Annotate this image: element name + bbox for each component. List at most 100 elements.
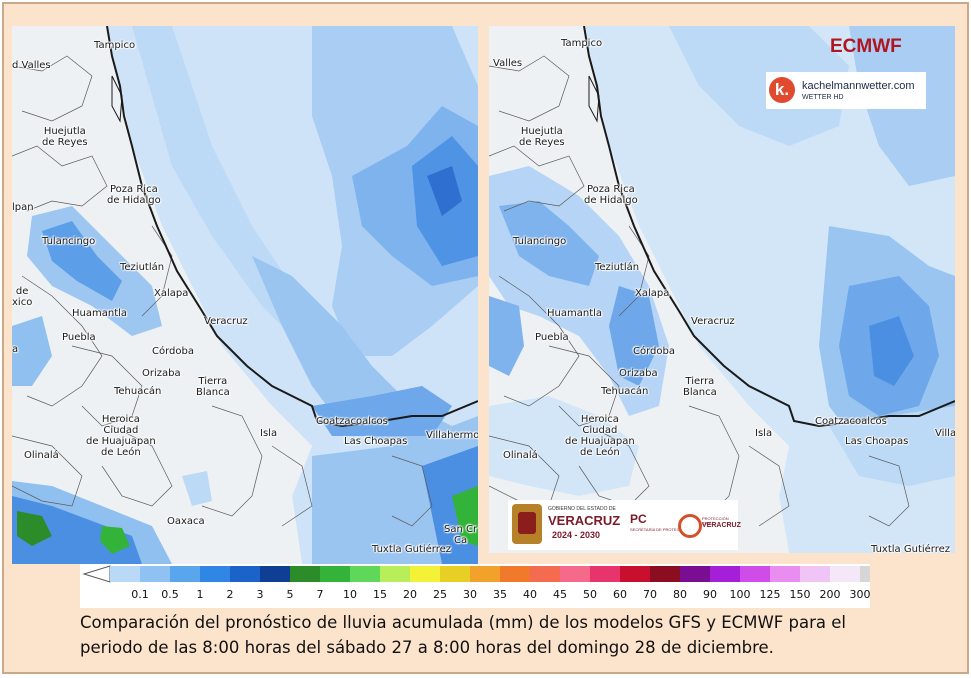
city-label-line: Poza Rica (110, 184, 158, 195)
city-label: Oaxaca (167, 516, 205, 527)
city-label-line: de Reyes (519, 137, 565, 148)
city-label: Poza Rica de Hidalgo (107, 184, 161, 206)
city-label-line: Heroica (580, 414, 619, 425)
legend-tick-label: 10 (343, 588, 357, 601)
gov-state-name: VERACRUZ (548, 513, 621, 528)
city-label: Las Choapas (344, 436, 407, 447)
legend-tick-label: 150 (789, 588, 811, 601)
city-label: Córdoba (152, 346, 194, 357)
city-label-line: de Hidalgo (107, 195, 161, 206)
city-label: Las Choapas (845, 436, 908, 447)
city-label-line: Teziutlán (120, 262, 165, 273)
ecmwf-rain-map: Tampico Valles Huejutla de Reyes Poza Rica de… (489, 26, 955, 553)
legend-swatch (800, 566, 830, 582)
city-label-line: Las Choapas (344, 436, 408, 447)
legend-swatch (500, 566, 530, 582)
legend-tick-label: 3 (256, 588, 264, 601)
city-label-line: Isla (260, 428, 278, 439)
city-label: Xalapa (635, 288, 669, 299)
city-label-line: Tierra (198, 376, 228, 387)
city-label-line: de Reyes (42, 137, 88, 148)
kachelmann-badge-icon: k. (769, 77, 795, 103)
city-label-line: Veracruz (204, 316, 248, 327)
city-label: Tuxtla Gutiérrez (871, 544, 950, 553)
pc-sub: SECRETARÍA DE PROTECCIÓN CIVIL (630, 527, 701, 532)
legend-swatch (740, 566, 770, 582)
city-label-line: de León (580, 447, 620, 458)
city-label-line: Villa (935, 428, 955, 439)
city-label: Huejutla de Reyes (42, 126, 88, 148)
gov-years: 2024 - 2030 (552, 530, 601, 540)
city-label-line: Tulancingo (513, 236, 567, 247)
figure-caption: Comparación del pronóstico de lluvia acu… (80, 610, 940, 660)
city-label-line: Orizaba (619, 368, 658, 379)
legend-tick-label: 50 (583, 588, 597, 601)
city-label-line: de Huajuapan (86, 436, 156, 447)
city-label: Tulancingo (513, 236, 566, 247)
gov-small-text: GOBIERNO DEL ESTADO DE (548, 506, 616, 512)
city-label: Isla (755, 428, 772, 439)
legend-swatch (770, 566, 800, 582)
legend-tick-label: 5 (286, 588, 294, 601)
city-label-line: Villahermos (426, 430, 478, 441)
legend-tick-label: 2 (226, 588, 234, 601)
pc2-state: VERACRUZ (702, 522, 741, 529)
city-label: Puebla (62, 332, 96, 343)
government-banner: GOBIERNO DEL ESTADO DE VERACRUZ 2024 - 2… (508, 500, 741, 550)
city-label: Heroica Ciudad de Huajuapan de León (86, 414, 156, 458)
legend-tick-label: 1 (196, 588, 204, 601)
legend-swatch (620, 566, 650, 582)
city-label-line: Tehuacán (601, 386, 649, 397)
city-label-line: Ca (453, 535, 468, 546)
city-label: Puebla (535, 332, 569, 343)
legend-swatch (440, 566, 470, 582)
city-label: Tierra Blanca (196, 376, 230, 398)
city-label-line: Valles (493, 58, 523, 69)
legend-tick-label: 40 (523, 588, 537, 601)
city-label-line: Xalapa (635, 288, 670, 299)
legend-swatch (170, 566, 200, 582)
city-label: Tulancingo (42, 236, 95, 247)
city-label: Teziutlán (595, 262, 639, 273)
legend-swatch (590, 566, 620, 582)
pc-mark: PC (630, 512, 647, 526)
city-label: Villa (935, 428, 955, 439)
city-label: Tehuacán (114, 386, 161, 397)
city-label-line: Coatzacoalcos (316, 416, 388, 427)
city-label-line: Tuxtla Gutiérrez (871, 544, 951, 553)
city-label-line: Huejutla (43, 126, 86, 137)
caption-line-2: periodo de las 8:00 horas del sábado 27 … (80, 638, 774, 657)
legend-tick-label: 20 (403, 588, 417, 601)
city-label-line: Tehuacán (114, 386, 162, 397)
legend-swatch (200, 566, 230, 582)
city-label: de xico (12, 286, 32, 308)
legend-tick-label: 300 (849, 588, 871, 601)
city-label-line: de (15, 286, 29, 297)
city-label: Orizaba (619, 368, 658, 379)
legend-tick-label: 25 (433, 588, 447, 601)
city-label-line: lpan (12, 202, 34, 213)
city-label: Heroica Ciudad de Huajuapan de León (565, 414, 635, 458)
legend-swatch (350, 566, 380, 582)
legend-tick-label: 15 (373, 588, 387, 601)
legend-tick-label: 7 (316, 588, 324, 601)
legend-tick-label: 125 (759, 588, 781, 601)
city-label: Tehuacán (601, 386, 648, 397)
city-label-line: Tierra (685, 376, 715, 387)
legend-swatch (710, 566, 740, 582)
city-label-line: Córdoba (152, 346, 194, 357)
legend-swatch (320, 566, 350, 582)
city-label: Coatzacoalcos (316, 416, 388, 427)
city-label: Olinalá (503, 450, 538, 461)
city-label: San Cr Ca (444, 524, 477, 546)
city-label: Tampico (94, 40, 135, 51)
city-label: Córdoba (633, 346, 675, 357)
city-label-line: Olinalá (503, 450, 538, 461)
city-label: Tierra Blanca (683, 376, 717, 398)
legend-tick-label: 45 (553, 588, 567, 601)
legend-tick-label: 90 (703, 588, 717, 601)
city-label: Villahermos (426, 430, 478, 441)
city-label-line: de Hidalgo (584, 195, 638, 206)
city-label-line: Tuxtla Gutiérrez (372, 544, 452, 555)
city-label-line: Huejutla (520, 126, 563, 137)
